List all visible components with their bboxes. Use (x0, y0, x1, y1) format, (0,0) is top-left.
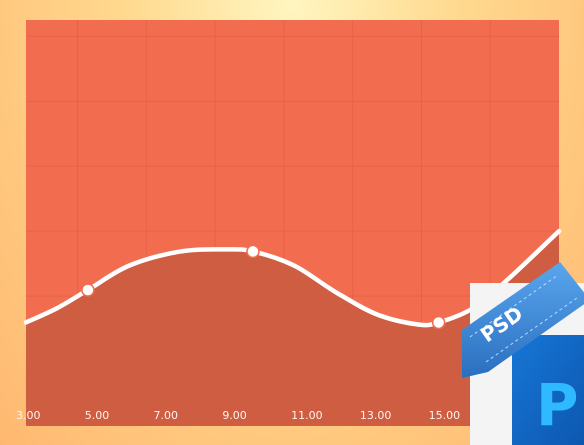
x-axis-ticks: 3.00 5.00 7.00 9.00 11.00 13.00 15.00 (16, 409, 460, 422)
x-tick-label: 11.00 (291, 409, 323, 422)
x-tick-label: 5.00 (85, 409, 110, 422)
area-fill (26, 231, 559, 426)
photoshop-icon: P (536, 371, 579, 439)
series-line (23, 228, 562, 328)
psd-badge: P PSD (462, 262, 584, 445)
photoshop-tile (512, 335, 584, 445)
x-tick-label: 3.00 (16, 409, 41, 422)
data-point-marker-2 (246, 244, 260, 259)
data-point-marker-1 (81, 283, 95, 297)
x-tick-label: 9.00 (222, 409, 247, 422)
x-tick-label: 7.00 (154, 409, 179, 422)
x-tick-label: 15.00 (429, 409, 461, 422)
x-tick-label: 13.00 (360, 409, 392, 422)
data-point-marker-3 (431, 315, 446, 330)
psd-ribbon: PSD (462, 262, 584, 378)
data-markers (81, 244, 446, 330)
